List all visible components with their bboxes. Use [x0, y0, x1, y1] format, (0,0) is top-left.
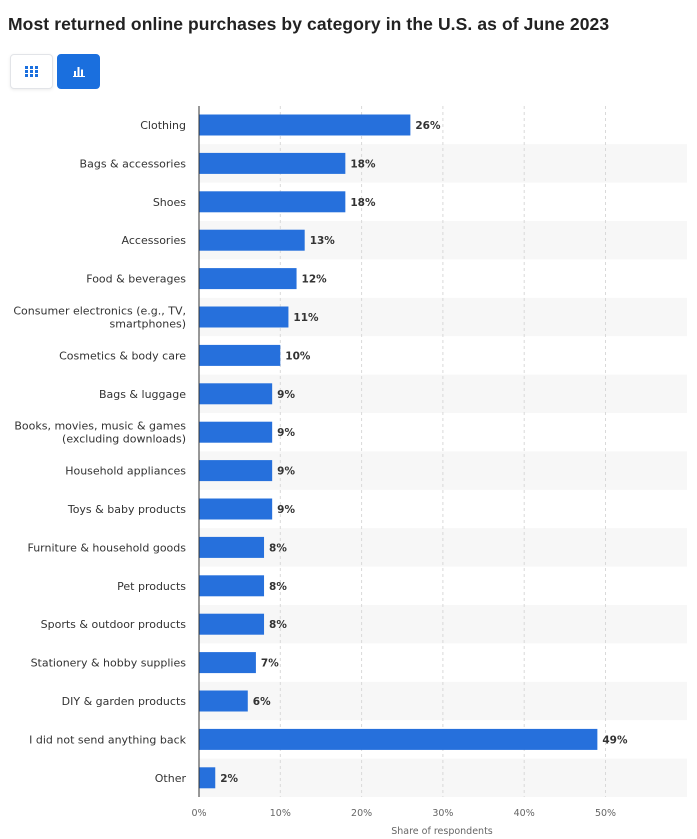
category-label: DIY & garden products	[62, 695, 187, 708]
category-label: Clothing	[140, 119, 186, 132]
row-band	[199, 451, 687, 490]
category-label: Cosmetics & body care	[59, 349, 186, 362]
bar	[199, 152, 346, 174]
page-title: Most returned online purchases by catego…	[8, 14, 610, 34]
category-label: I did not send anything back	[29, 733, 187, 746]
chart-view-button[interactable]	[57, 54, 100, 89]
category-label: Food & beverages	[86, 273, 186, 286]
bar	[199, 652, 256, 674]
data-label: 10%	[285, 350, 311, 362]
bar	[199, 114, 411, 136]
data-label: 26%	[415, 120, 441, 132]
category-label: Bags & luggage	[99, 388, 186, 401]
data-label: 9%	[277, 504, 295, 516]
data-label: 8%	[269, 619, 287, 631]
data-label: 49%	[602, 734, 628, 746]
category-label: Bags & accessories	[80, 157, 187, 170]
category-label: Other	[155, 772, 187, 785]
data-label: 6%	[253, 696, 271, 708]
data-label: 8%	[269, 581, 287, 593]
data-label: 18%	[350, 158, 376, 170]
table-view-button[interactable]	[10, 54, 53, 89]
data-label: 11%	[293, 312, 319, 324]
category-label: Furniture & household goods	[27, 541, 186, 554]
bar	[199, 268, 297, 290]
category-label: Toys & baby products	[67, 503, 186, 516]
category-label: Consumer electronics (e.g., TV, smartphon…	[13, 305, 186, 331]
category-label: Sports & outdoor products	[41, 618, 187, 631]
bar	[199, 536, 265, 558]
bar	[199, 229, 305, 251]
category-label: Pet products	[117, 580, 186, 593]
bar	[199, 613, 265, 635]
bar	[199, 767, 216, 789]
data-label: 9%	[277, 389, 295, 401]
data-label: 18%	[350, 197, 376, 209]
bar	[199, 344, 281, 366]
bar	[199, 306, 289, 328]
x-axis-label: Share of respondents	[391, 826, 493, 837]
tick-label: 30%	[432, 808, 453, 819]
bar	[199, 498, 273, 520]
tick-label: 40%	[514, 808, 535, 819]
data-label: 13%	[310, 235, 336, 247]
bar	[199, 728, 598, 750]
tick-label: 0%	[191, 808, 206, 819]
data-label: 9%	[277, 466, 295, 478]
category-label: Accessories	[122, 234, 187, 247]
tick-label: 10%	[270, 808, 291, 819]
bar	[199, 191, 346, 213]
bar	[199, 690, 248, 712]
bar	[199, 421, 273, 443]
bar	[199, 575, 265, 597]
data-label: 9%	[277, 427, 295, 439]
tick-label: 50%	[595, 808, 616, 819]
view-toggle	[10, 54, 100, 89]
bar	[199, 383, 273, 405]
category-label: Stationery & hobby supplies	[31, 657, 187, 670]
category-label: Books, movies, music & games (excluding d…	[14, 420, 186, 446]
bar	[199, 460, 273, 482]
bar-chart-icon	[72, 67, 85, 77]
category-label: Shoes	[153, 196, 186, 209]
data-label: 8%	[269, 542, 287, 554]
data-label: 12%	[302, 274, 328, 286]
tick-label: 20%	[351, 808, 372, 819]
data-label: 7%	[261, 658, 279, 670]
data-label: 2%	[220, 773, 238, 785]
grid-icon	[25, 66, 38, 77]
category-label: Household appliances	[65, 465, 186, 478]
